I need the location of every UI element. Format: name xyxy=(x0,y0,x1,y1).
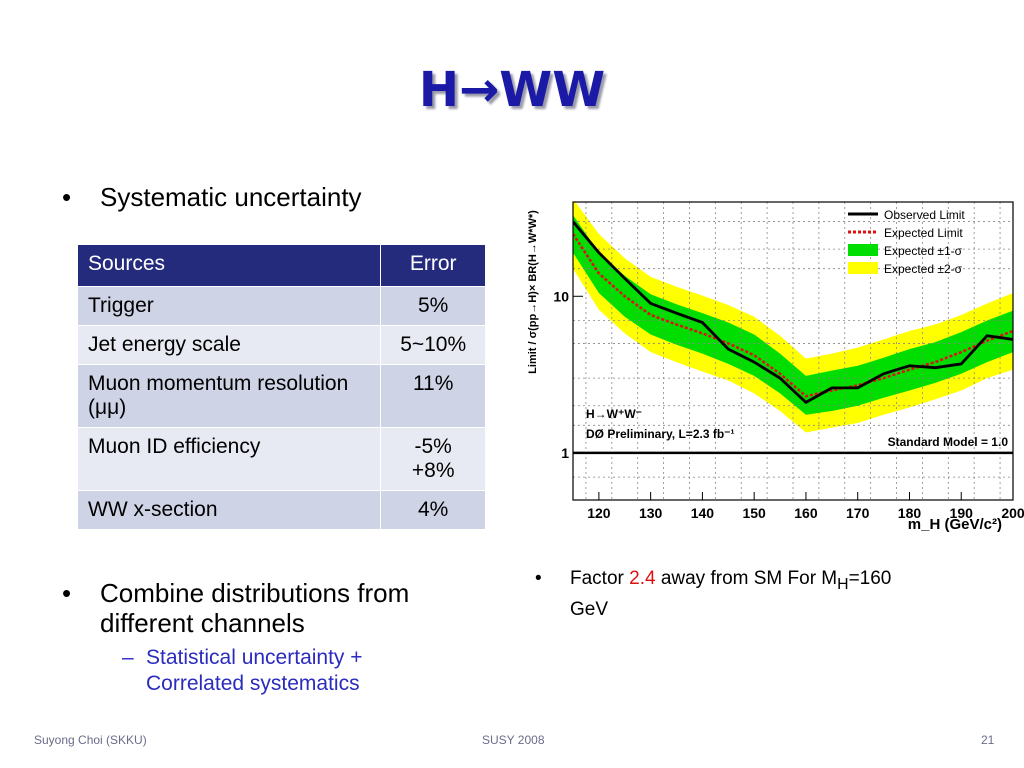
bullet-text: Combine distributions from different cha… xyxy=(100,578,410,638)
annotation-experiment: DØ Preliminary, L=2.3 fb⁻¹ xyxy=(586,427,735,441)
cell-error: 5% xyxy=(380,286,486,326)
cell-error: 11% xyxy=(380,364,486,428)
annotation-process: H→W⁺W⁻ xyxy=(586,407,642,421)
x-tick-label: 160 xyxy=(794,505,818,521)
factor-text: Factor 2.4 away from SM For MH=160 GeV xyxy=(570,566,930,622)
factor-middle: away from SM For M xyxy=(655,568,838,589)
plot-frame xyxy=(572,201,1014,501)
legend-label: Observed Limit xyxy=(884,208,965,222)
bullet-dot-icon: • xyxy=(62,578,72,608)
x-tick-label: 170 xyxy=(846,505,870,521)
legend-label: Expected ±1-σ xyxy=(884,244,963,258)
cell-source: Muon momentum resolution (μμ) xyxy=(76,364,382,428)
header-error: Error xyxy=(380,244,486,287)
legend-swatch xyxy=(848,262,878,274)
factor-prefix: Factor xyxy=(570,568,630,589)
x-tick-label: 200 xyxy=(1001,505,1024,521)
table-row: Trigger 5% xyxy=(76,286,486,326)
y-tick-label: 10 xyxy=(553,288,569,304)
bullet-dot-icon: • xyxy=(535,568,542,589)
slide-title: H→WW xyxy=(418,62,606,118)
y-axis-label: Limit / σ(pp→H)× BR(H→W*W*) xyxy=(527,210,539,374)
table-row: Jet energy scale 5~10% xyxy=(76,325,486,365)
cell-source: WW x-section xyxy=(76,490,382,530)
table-row: Muon ID efficiency -5% +8% xyxy=(76,427,486,491)
cell-source: Jet energy scale xyxy=(76,325,382,365)
bullet-dot-icon: • xyxy=(62,182,72,212)
band-1sigma xyxy=(573,215,1013,415)
legend-swatch xyxy=(848,244,878,256)
cell-source: Muon ID efficiency xyxy=(76,427,382,491)
factor-suffix: =160 GeV xyxy=(570,568,892,620)
factor-subscript: H xyxy=(837,575,849,593)
cell-error: 5~10% xyxy=(380,325,486,365)
cell-source: Trigger xyxy=(76,286,382,326)
higgs-limit-chart: 120 130 140 150 160 170 180 190 200 1 10 m_H (GeV/c… xyxy=(527,201,1024,533)
table-row: Muon momentum resolution (μμ) 11% xyxy=(76,364,486,428)
cell-error: -5% +8% xyxy=(380,427,486,491)
annotation-standard-model: Standard Model = 1.0 xyxy=(888,435,1009,449)
x-axis-label: m_H (GeV/c²) xyxy=(908,516,1002,533)
footer-page-number: 21 xyxy=(981,733,995,747)
x-tick-label: 150 xyxy=(742,505,766,521)
legend-label: Expected Limit xyxy=(884,226,963,240)
dash-icon: – xyxy=(122,646,134,669)
observed-limit-line xyxy=(573,220,1013,405)
bullet-text: Systematic uncertainty xyxy=(100,182,362,212)
x-tick-label: 180 xyxy=(898,505,922,521)
legend-label: Expected ±2-σ xyxy=(884,262,963,276)
cell-error: 4% xyxy=(380,490,486,530)
systematics-table: Sources Error Trigger 5% Jet energy scal… xyxy=(76,244,486,530)
x-tick-label: 120 xyxy=(587,505,611,521)
header-sources: Sources xyxy=(76,244,382,287)
table-row: WW x-section 4% xyxy=(76,490,486,530)
sub-bullet-text: Statistical uncertainty + Correlated sys… xyxy=(146,646,363,695)
table-header-row: Sources Error xyxy=(76,244,486,287)
x-tick-label: 130 xyxy=(639,505,663,521)
footer-author: Suyong Choi (SKKU) xyxy=(34,733,147,747)
y-tick-label: 1 xyxy=(561,445,569,461)
factor-value: 2.4 xyxy=(629,568,656,589)
x-tick-label: 140 xyxy=(691,505,715,521)
footer-conference: SUSY 2008 xyxy=(482,733,545,747)
x-tick-label: 190 xyxy=(950,505,974,521)
